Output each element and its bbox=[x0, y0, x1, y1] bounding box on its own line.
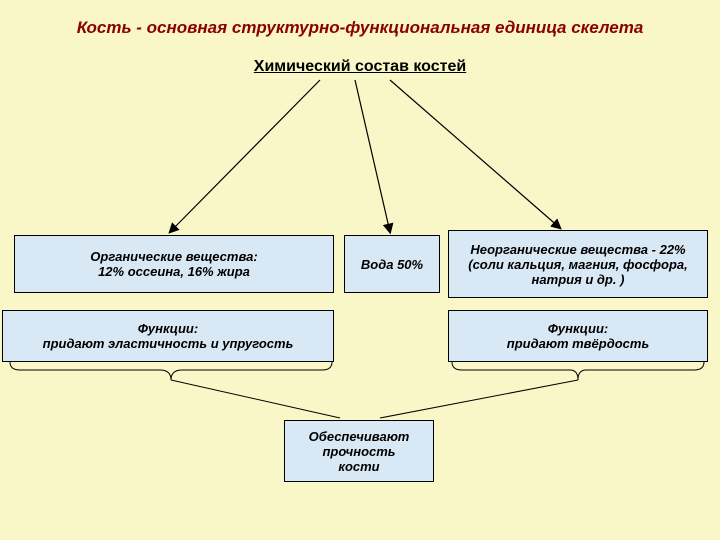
fn-organic-line1: Функции: bbox=[138, 321, 198, 336]
node-organic-line1: Органические вещества: bbox=[90, 249, 257, 264]
fn-inorg-line1: Функции: bbox=[548, 321, 608, 336]
node-result: Обеспечивают прочность кости bbox=[284, 420, 434, 482]
fn-inorg-line2: придают твёрдость bbox=[507, 336, 649, 351]
node-inorg-line3: натрия и др. ) bbox=[532, 272, 625, 287]
result-line3: кости bbox=[338, 459, 379, 474]
node-fn-inorganic: Функции: придают твёрдость bbox=[448, 310, 708, 362]
brace-right bbox=[452, 362, 704, 380]
arrow-to-organic bbox=[170, 80, 320, 232]
brace-left bbox=[10, 362, 332, 380]
subtitle: Химический состав костей bbox=[0, 58, 720, 76]
fn-organic-line2: придают эластичность и упругость bbox=[43, 336, 294, 351]
node-inorg-line1: Неорганические вещества - 22% bbox=[470, 242, 685, 257]
arrow-to-water bbox=[355, 80, 390, 232]
node-organic: Органические вещества: 12% оссеина, 16% … bbox=[14, 235, 334, 293]
line-right-to-result bbox=[380, 380, 578, 418]
result-line2: прочность bbox=[322, 444, 395, 459]
node-organic-line2: 12% оссеина, 16% жира bbox=[98, 264, 250, 279]
arrow-to-inorganic bbox=[390, 80, 560, 228]
node-water-text: Вода 50% bbox=[361, 257, 423, 272]
node-inorg-line2: (соли кальция, магния, фосфора, bbox=[468, 257, 687, 272]
node-water: Вода 50% bbox=[344, 235, 440, 293]
page-title: Кость - основная структурно-функциональн… bbox=[0, 18, 720, 38]
result-line1: Обеспечивают bbox=[309, 429, 410, 444]
node-fn-organic: Функции: придают эластичность и упругост… bbox=[2, 310, 334, 362]
node-inorganic: Неорганические вещества - 22% (соли каль… bbox=[448, 230, 708, 298]
line-left-to-result bbox=[171, 380, 340, 418]
